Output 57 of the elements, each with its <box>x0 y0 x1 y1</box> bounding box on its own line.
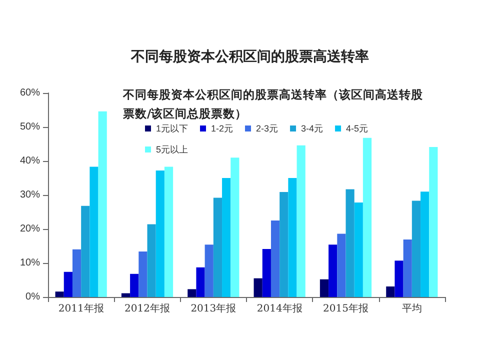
bar <box>188 289 196 297</box>
y-tick-label: 50% <box>20 122 40 132</box>
bar <box>222 178 231 297</box>
bar <box>429 147 438 297</box>
bar <box>280 192 288 297</box>
bar <box>98 111 107 297</box>
bar <box>420 192 430 297</box>
legend-label: 1元以下 <box>156 124 188 134</box>
bar <box>386 286 395 297</box>
bar <box>296 145 306 297</box>
legend-label: 5元以上 <box>156 144 188 154</box>
x-tick-label: 2013年报 <box>190 302 236 314</box>
y-tick-label: 40% <box>20 156 40 166</box>
bar <box>320 279 329 297</box>
x-tick-label: 2014年报 <box>256 302 302 314</box>
bar <box>403 240 412 297</box>
bar <box>156 170 164 297</box>
bar <box>196 267 205 297</box>
bar <box>130 274 139 297</box>
bar <box>81 206 90 297</box>
bar <box>64 272 72 297</box>
bar <box>147 224 156 297</box>
bar <box>90 166 98 297</box>
chart-title: 不同每股资本公积区间的股票高送转率 <box>130 48 369 65</box>
chart-subtitle: 不同每股资本公积区间的股票高送转率（该区间高送转股票数/该区间总股票数） <box>122 88 424 120</box>
y-tick-label: 20% <box>20 224 40 234</box>
legend-label: 3-4元 <box>301 124 324 134</box>
bar <box>164 166 174 297</box>
legend-label: 1-2元 <box>211 124 234 134</box>
bar <box>394 260 404 297</box>
y-tick-label: 10% <box>20 258 40 268</box>
bar <box>138 251 148 297</box>
bar <box>328 244 338 297</box>
bar <box>262 249 271 297</box>
bar <box>362 138 372 297</box>
bar <box>121 293 130 297</box>
bar <box>204 244 214 297</box>
bar <box>230 158 240 297</box>
bar <box>337 234 346 297</box>
legend-label: 4-5元 <box>346 124 368 134</box>
x-tick-label: 2015年报 <box>323 302 368 314</box>
y-tick-label: 60% <box>20 88 40 98</box>
x-tick-label: 2011年报 <box>58 302 104 314</box>
x-tick-label: 2012年报 <box>124 302 170 314</box>
bar <box>270 220 280 297</box>
legend-label: 2-3元 <box>256 124 278 134</box>
bar <box>254 278 262 297</box>
y-tick-label: 30% <box>20 190 40 200</box>
bar <box>354 202 363 297</box>
x-tick-label: 平均 <box>402 302 422 314</box>
bar <box>412 200 421 297</box>
bar <box>55 292 64 297</box>
y-tick-label: 0% <box>26 292 40 302</box>
bar <box>346 189 354 297</box>
bar <box>288 178 297 297</box>
bar <box>213 198 222 297</box>
bar <box>72 249 82 297</box>
